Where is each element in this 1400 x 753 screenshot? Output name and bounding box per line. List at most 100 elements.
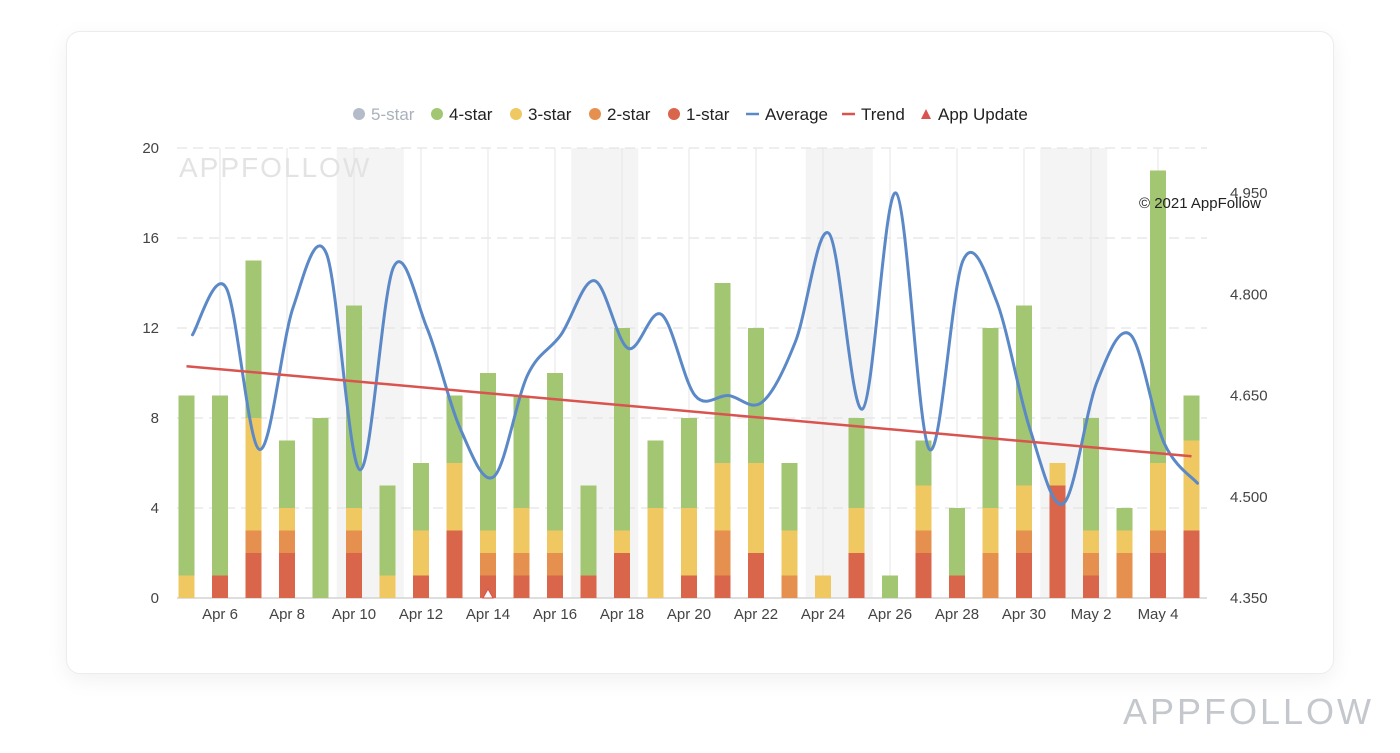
legend-item-trend: Trend	[842, 105, 905, 124]
bar-4-star-apr-22	[748, 328, 764, 463]
bar-4-star-apr-12	[413, 463, 429, 531]
legend-label: 1-star	[686, 105, 730, 124]
bar-1-star-apr-10	[346, 553, 362, 598]
bar-4-star-apr-26	[882, 575, 898, 598]
legend-item-5-star: 5-star	[353, 105, 415, 124]
x-tick-label: Apr 18	[600, 606, 644, 623]
bar-3-star-apr-29	[982, 508, 999, 553]
bar-4-star-apr-29	[982, 328, 999, 508]
x-tick-label: Apr 30	[1002, 606, 1046, 623]
bar-1-star-apr-25	[848, 553, 865, 598]
trend-line	[186, 365, 1192, 458]
bar-1-star-apr-13	[446, 530, 463, 598]
y-left-tick-label: 0	[151, 590, 159, 607]
legend-item-3-star: 3-star	[510, 105, 572, 124]
bar-4-star-apr-23	[781, 463, 798, 531]
bar-3-star-apr-23	[781, 530, 798, 576]
bar-4-star-apr-18	[614, 328, 630, 531]
bar-2-star-apr-14	[480, 553, 496, 576]
bar-2-star-may-3	[1116, 553, 1133, 598]
bar-2-star-apr-21	[714, 530, 731, 576]
ratings-chart: APPFOLLOW 0 4 8 12 16 20 4.350 4.500 4.650 4.800 4…	[142, 105, 1268, 623]
bar-4-star-apr-20	[681, 418, 697, 508]
legend-label: Trend	[861, 105, 905, 124]
x-tick-label: Apr 14	[466, 606, 510, 623]
bar-3-star-apr-27	[915, 485, 932, 531]
chart-card: APPFOLLOW 0 4 8 12 16 20 4.350 4.500 4.650 4.800 4…	[66, 31, 1334, 674]
legend-label: 4-star	[449, 105, 493, 124]
legend-item-2-star: 2-star	[589, 105, 651, 124]
y-right-tick-label: 4.500	[1230, 489, 1268, 506]
bar-2-star-apr-16	[547, 553, 563, 576]
bar-4-star-apr-19	[647, 440, 664, 508]
bar-4-star-apr-30	[1016, 305, 1032, 486]
chart-watermark: APPFOLLOW	[179, 152, 371, 183]
legend-label: 3-star	[528, 105, 572, 124]
bar-2-star-may-2	[1083, 553, 1099, 576]
bar-2-star-apr-7	[245, 530, 262, 553]
bar-3-star-apr-19	[647, 508, 664, 598]
y-left-tick-label: 20	[142, 140, 159, 157]
y-left-tick-label: 16	[142, 230, 159, 247]
y-right-tick-label: 4.800	[1230, 286, 1268, 303]
bar-3-star-apr-24	[815, 575, 831, 598]
bar-3-star-apr-20	[681, 508, 697, 576]
legend-dot	[353, 108, 365, 120]
bar-1-star-apr-27	[915, 553, 932, 598]
legend-triangle	[921, 109, 931, 119]
bar-4-star-apr-27	[915, 440, 932, 486]
bar-3-star-apr-18	[614, 530, 630, 553]
x-tick-label: May 2	[1071, 606, 1112, 623]
bar-1-star-apr-6	[212, 575, 228, 598]
bar-1-star-may-4	[1150, 553, 1166, 598]
legend-dot	[431, 108, 443, 120]
bar-3-star-apr-14	[480, 530, 496, 553]
bar-1-star-apr-7	[245, 553, 262, 598]
bar-3-star-apr-5	[178, 575, 195, 598]
bar-4-star-apr-13	[446, 395, 463, 463]
bar-4-star-apr-16	[547, 373, 563, 531]
bar-4-star-apr-14	[480, 373, 496, 531]
bar-3-star-apr-11	[379, 575, 396, 598]
bar-3-star-may-4	[1150, 463, 1166, 531]
bar-3-star-may-2	[1083, 530, 1099, 553]
bar-4-star-apr-7	[245, 260, 262, 418]
bar-4-star-apr-15	[513, 395, 530, 508]
bar-1-star-apr-17	[580, 575, 597, 598]
bar-4-star-apr-6	[212, 395, 228, 576]
bar-4-star-may-4	[1150, 170, 1166, 463]
bar-2-star-may-4	[1150, 530, 1166, 553]
average-line	[191, 191, 1199, 506]
bar-3-star-apr-21	[714, 463, 731, 531]
bar-3-star-apr-12	[413, 530, 429, 576]
bar-4-star-apr-8	[279, 440, 295, 508]
bar-4-star-apr-11	[379, 485, 396, 576]
bar-1-star-apr-15	[513, 575, 530, 598]
x-tick-label: Apr 8	[269, 606, 305, 623]
bar-3-star-apr-8	[279, 508, 295, 531]
x-tick-label: Apr 26	[868, 606, 912, 623]
bar-2-star-apr-8	[279, 530, 295, 553]
bar-1-star-apr-21	[714, 575, 731, 598]
bar-3-star-apr-15	[513, 508, 530, 553]
y-left-tick-label: 8	[151, 410, 159, 427]
x-tick-label: Apr 10	[332, 606, 376, 623]
chart-copyright: © 2021 AppFollow	[1139, 195, 1261, 212]
bar-3-star-apr-10	[346, 508, 362, 531]
bar-1-star-apr-14	[480, 575, 496, 598]
x-tick-label: Apr 20	[667, 606, 711, 623]
bar-3-star-apr-22	[748, 463, 764, 553]
appfollow-logo: APPFOLLOW	[1122, 691, 1374, 732]
bar-4-star-apr-17	[580, 485, 597, 576]
x-tick-label: May 4	[1138, 606, 1179, 623]
x-tick-label: Apr 28	[935, 606, 979, 623]
x-tick-label: Apr 12	[399, 606, 443, 623]
x-tick-label: Apr 16	[533, 606, 577, 623]
bar-4-star-may-5	[1183, 395, 1200, 441]
bar-1-star-apr-30	[1016, 553, 1032, 598]
legend-item-app-update: App Update	[921, 105, 1028, 124]
legend-dot	[668, 108, 680, 120]
legend-item-average: Average	[746, 105, 828, 124]
x-tick-label: Apr 6	[202, 606, 238, 623]
bar-1-star-may-2	[1083, 575, 1099, 598]
